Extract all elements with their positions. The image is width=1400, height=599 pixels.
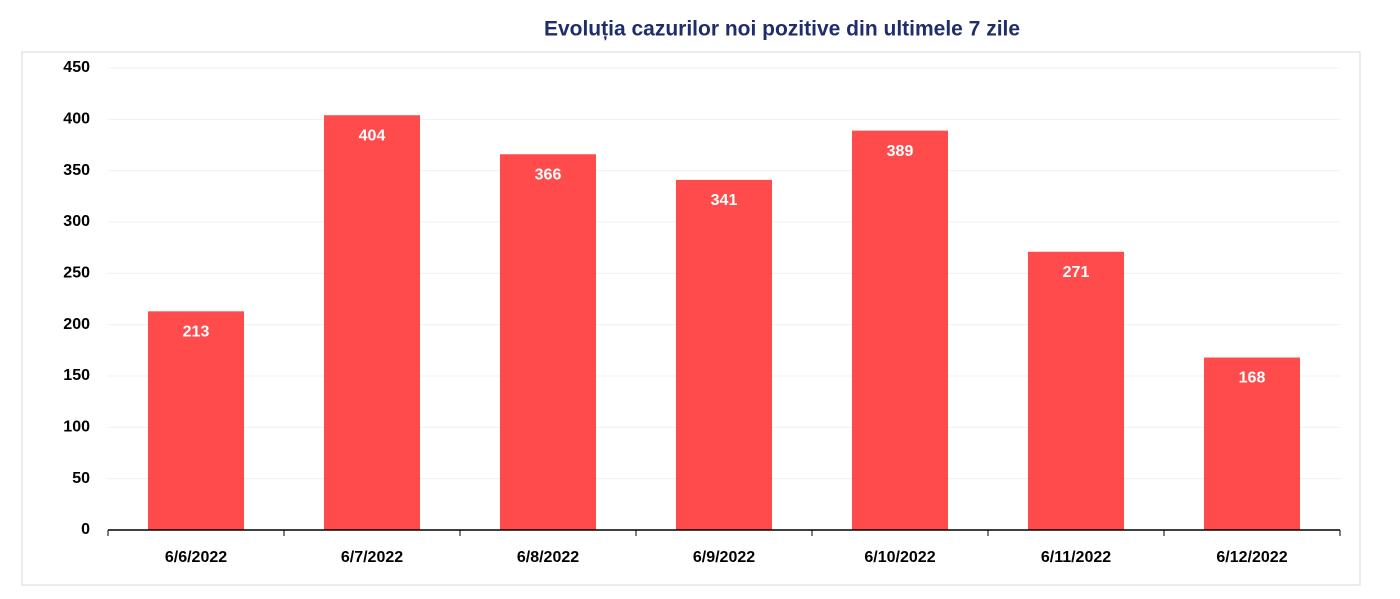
chart-title: Evoluția cazurilor noi pozitive din ulti… bbox=[544, 18, 1020, 41]
y-tick-label: 150 bbox=[63, 367, 90, 384]
y-tick-label: 350 bbox=[63, 162, 90, 179]
data-label: 366 bbox=[535, 166, 562, 183]
data-label: 213 bbox=[183, 324, 210, 341]
y-tick-label: 250 bbox=[63, 265, 90, 282]
bar bbox=[1028, 251, 1124, 531]
bar bbox=[676, 179, 772, 530]
x-tick-label: 6/10/2022 bbox=[864, 549, 935, 566]
y-tick-label: 400 bbox=[63, 111, 90, 128]
y-tick-label: 450 bbox=[63, 59, 90, 76]
bar bbox=[852, 130, 948, 531]
data-label: 168 bbox=[1239, 370, 1266, 387]
data-label: 341 bbox=[711, 192, 738, 209]
x-tick-label: 6/12/2022 bbox=[1216, 549, 1287, 566]
x-tick-label: 6/11/2022 bbox=[1041, 549, 1111, 566]
y-tick-label: 0 bbox=[81, 521, 90, 538]
x-tick-label: 6/8/2022 bbox=[517, 549, 579, 566]
bar bbox=[1204, 357, 1300, 530]
data-label: 271 bbox=[1063, 264, 1090, 281]
bar bbox=[148, 311, 244, 530]
data-label: 389 bbox=[887, 143, 914, 160]
x-tick-label: 6/9/2022 bbox=[693, 549, 755, 566]
y-tick-label: 300 bbox=[63, 213, 90, 230]
y-tick-label: 50 bbox=[72, 470, 90, 487]
data-label: 404 bbox=[359, 127, 386, 144]
x-tick-label: 6/6/2022 bbox=[165, 549, 227, 566]
x-tick-label: 6/7/2022 bbox=[341, 549, 403, 566]
y-tick-label: 100 bbox=[63, 419, 90, 436]
y-tick-label: 200 bbox=[63, 316, 90, 333]
bar bbox=[500, 154, 596, 531]
bar bbox=[324, 115, 420, 530]
